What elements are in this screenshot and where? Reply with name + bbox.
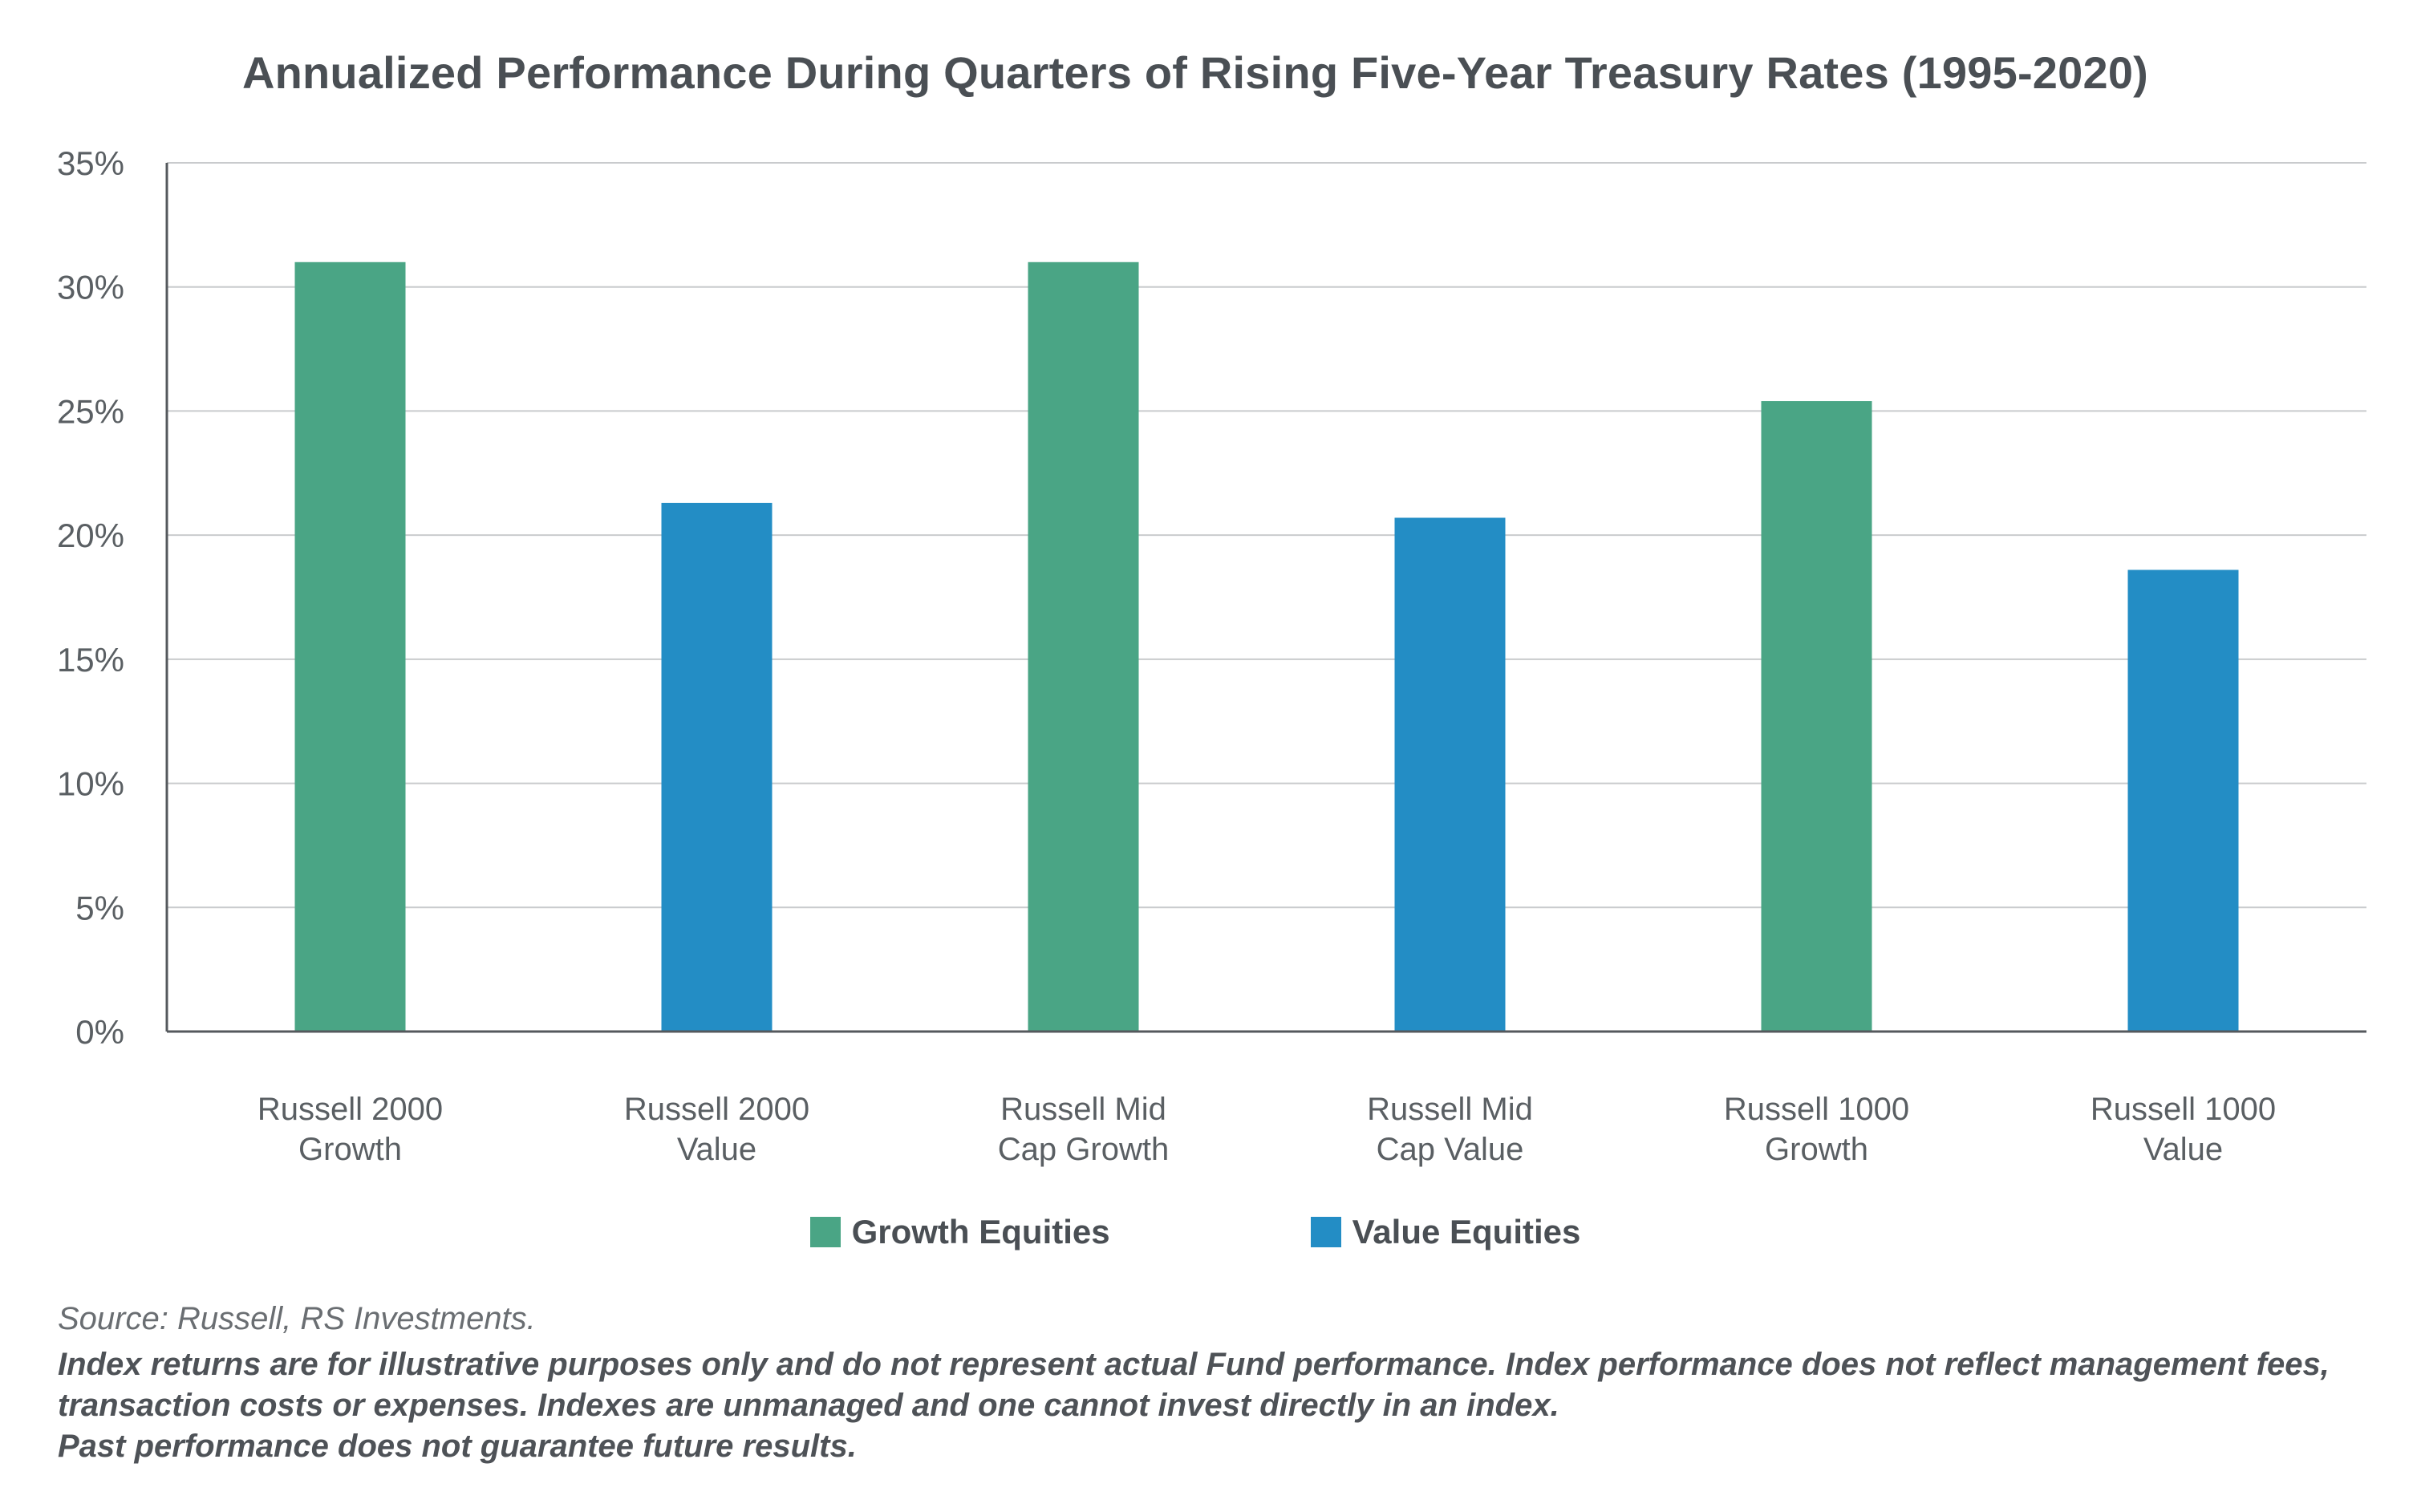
y-tick-label: 15% [57,641,124,679]
bar-2 [661,502,773,1032]
x-category-label: Cap Value [1377,1132,1524,1167]
legend-label-growth: Growth Equities [851,1213,1110,1251]
y-tick-label: 10% [57,765,124,803]
bar-4 [1394,517,1506,1032]
past-performance-note: Past performance does not guarantee futu… [58,1429,857,1464]
x-category-label: Value [2143,1132,2223,1167]
gridlines [167,162,2366,909]
x-category-label: Russell Mid [1367,1092,1533,1127]
x-category-label: Cap Growth [998,1132,1169,1167]
y-tick-label: 0% [75,1013,124,1051]
legend-item-value: Value Equities [1310,1213,1581,1251]
source-note: Source: Russell, RS Investments. [58,1301,536,1336]
y-tick-label: 5% [75,889,124,926]
y-tick-label: 30% [57,269,124,306]
bar-3 [1028,261,1139,1032]
legend: Growth Equities Value Equities [0,1213,2391,1251]
bars [294,261,2239,1032]
x-category-label: Growth [1765,1132,1868,1167]
y-tick-label: 20% [57,517,124,554]
legend-label-value: Value Equities [1352,1213,1581,1251]
x-category-label: Russell 1000 [1724,1092,1909,1127]
y-tick-label: 25% [57,392,124,430]
x-category-label: Russell 2000 [258,1092,443,1127]
x-category-label: Russell Mid [1000,1092,1166,1127]
legend-item-growth: Growth Equities [809,1213,1110,1251]
bar-1 [294,261,406,1032]
bar-chart: 0% 5% 10% 15% 20% 25% 30% 35% Russell 2000 Growt… [57,144,2366,1167]
x-category-label: Russell 1000 [2091,1092,2276,1127]
disclaimer-text: Index returns are for illustrative purpo… [58,1347,2330,1423]
y-axis-tick-labels: 0% 5% 10% 15% 20% 25% 30% 35% [57,144,124,1051]
legend-swatch-value [1310,1217,1341,1247]
x-category-label: Russell 2000 [624,1092,809,1127]
chart-title: Annualized Performance During Quarters o… [241,47,2149,98]
bar-5 [1761,401,1872,1032]
bar-6 [2127,570,2239,1032]
disclaimer: Index returns are for illustrative purpo… [58,1344,2368,1467]
axes [165,163,2366,1033]
y-tick-label: 35% [57,144,124,182]
x-category-label: Value [677,1132,756,1167]
x-category-label: Growth [298,1132,402,1167]
legend-swatch-growth [809,1217,841,1247]
x-axis-category-labels: Russell 2000 Growth Russell 2000 Value Russe… [258,1092,2276,1167]
